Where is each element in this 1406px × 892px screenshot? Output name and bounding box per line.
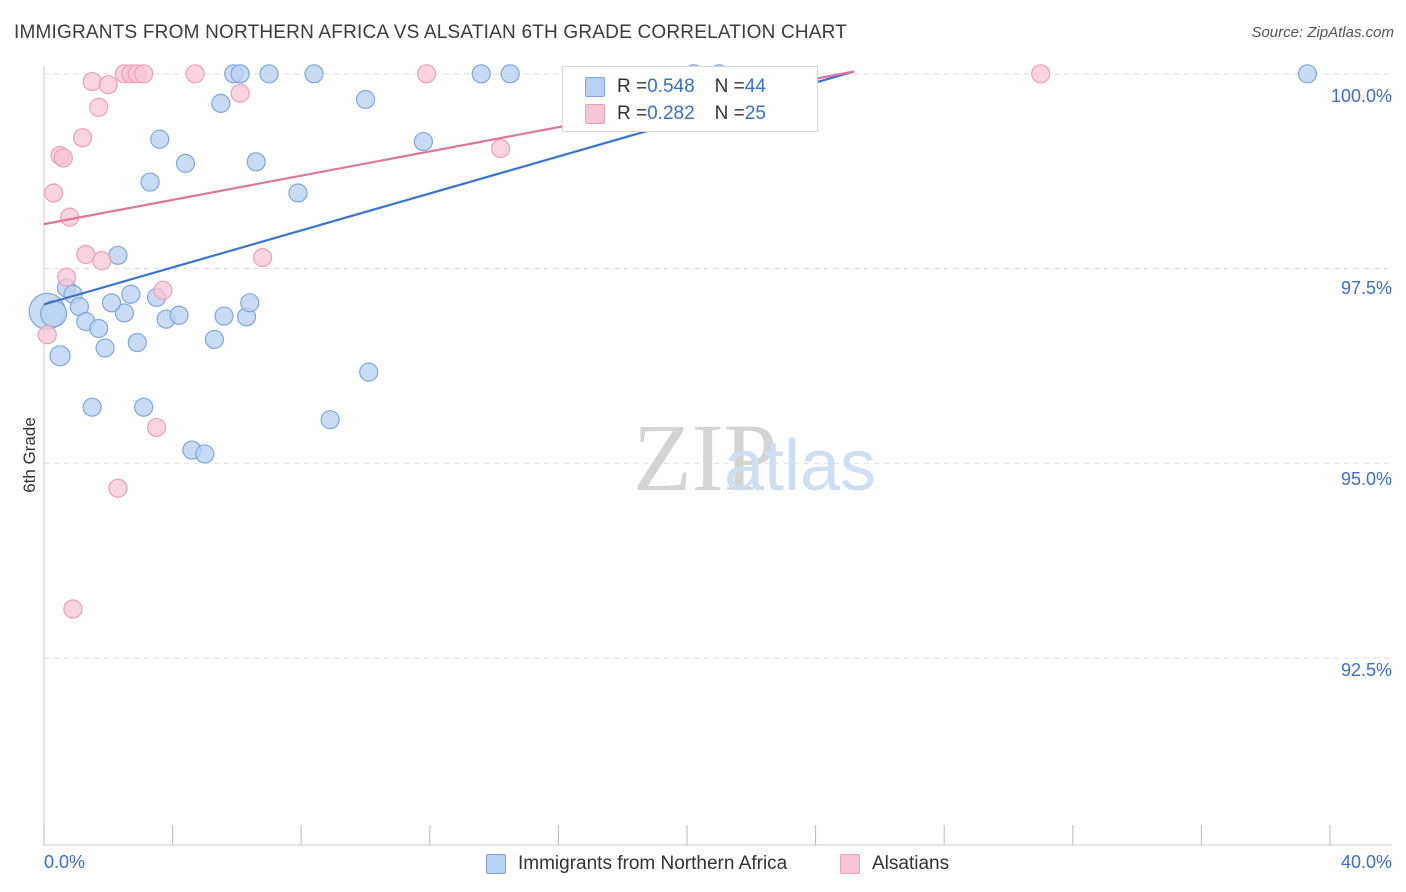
- bottom-legend-series1: Immigrants from Northern Africa: [486, 852, 787, 876]
- bottom-legend-label: Alsatians: [872, 853, 950, 874]
- bottom-legend-swatch-blue: [486, 854, 506, 874]
- point-northern-africa: [471, 64, 491, 84]
- point-northern-africa: [101, 293, 122, 313]
- point-northern-africa: [114, 303, 134, 323]
- point-alsatians: [253, 248, 273, 268]
- x-tick-label-min: 0.0%: [44, 852, 86, 872]
- point-alsatians: [153, 280, 173, 300]
- watermark-zip: ZIP: [633, 404, 777, 511]
- bottom-legend-series2: Alsatians: [840, 852, 949, 876]
- point-alsatians: [230, 83, 250, 103]
- point-alsatians: [92, 251, 112, 271]
- point-northern-africa: [355, 89, 376, 110]
- point-northern-africa: [169, 305, 189, 325]
- point-alsatians: [416, 64, 437, 84]
- y-tick-label-100: 100.0%: [1330, 86, 1392, 106]
- point-alsatians: [82, 71, 102, 92]
- point-alsatians: [146, 417, 167, 438]
- point-northern-africa: [89, 318, 109, 339]
- point-northern-africa: [49, 345, 71, 367]
- point-alsatians: [37, 325, 57, 345]
- legend-n-label: N =: [714, 76, 745, 97]
- point-alsatians: [89, 97, 109, 117]
- point-northern-africa: [230, 64, 250, 84]
- legend-r-value: 0.282: [647, 103, 695, 124]
- point-northern-africa: [195, 444, 215, 464]
- point-alsatians: [185, 64, 205, 84]
- point-northern-africa: [140, 172, 160, 192]
- legend-r-label: R =: [617, 76, 648, 97]
- y-tick-label-92-5: 92.5%: [1340, 660, 1392, 680]
- legend-n-value: 44: [744, 76, 766, 97]
- point-alsatians: [72, 128, 93, 148]
- point-northern-africa: [175, 153, 196, 173]
- bottom-legend-label: Immigrants from Northern Africa: [518, 853, 788, 874]
- y-tick-label-97-5: 97.5%: [1340, 278, 1392, 298]
- point-northern-africa: [304, 64, 324, 84]
- point-northern-africa: [500, 64, 520, 84]
- x-tick-label-max: 40.0%: [1340, 852, 1392, 872]
- point-northern-africa: [359, 362, 379, 382]
- chart-title: IMMIGRANTS FROM NORTHERN AFRICA VS ALSAT…: [14, 22, 848, 43]
- legend-swatch-pink: [585, 104, 605, 124]
- legend-r-label: R =: [617, 103, 648, 124]
- point-alsatians: [134, 64, 154, 84]
- source-label: Source: ZipAtlas.com: [1251, 24, 1394, 41]
- point-northern-africa: [108, 245, 128, 265]
- point-northern-africa: [246, 152, 266, 172]
- point-northern-africa: [413, 131, 433, 152]
- legend-row-series2: R = 0.282 N = 25: [585, 101, 766, 127]
- point-northern-africa: [214, 306, 234, 326]
- point-northern-africa: [204, 329, 224, 350]
- point-alsatians: [56, 267, 77, 287]
- gridlines: [44, 73, 1392, 659]
- point-alsatians: [1031, 64, 1051, 84]
- point-northern-africa: [211, 93, 231, 113]
- point-alsatians: [490, 138, 511, 159]
- point-northern-africa: [1297, 64, 1318, 84]
- legend-r-value: 0.548: [647, 76, 695, 97]
- point-alsatians: [98, 75, 118, 95]
- data-points: [28, 64, 1318, 619]
- point-northern-africa: [259, 64, 279, 84]
- point-alsatians: [76, 244, 96, 265]
- point-northern-africa: [320, 410, 340, 430]
- point-northern-africa: [95, 338, 115, 358]
- point-alsatians: [63, 599, 83, 619]
- legend-n-value: 25: [744, 103, 766, 124]
- point-northern-africa: [134, 397, 154, 417]
- point-northern-africa: [127, 332, 147, 353]
- y-axis-label: 6th Grade: [20, 417, 39, 493]
- watermark-atlas: atlas: [724, 426, 876, 506]
- point-northern-africa: [150, 129, 170, 149]
- point-alsatians: [108, 478, 128, 498]
- legend-swatch-blue: [585, 77, 605, 97]
- legend-n-label: N =: [714, 103, 745, 124]
- point-northern-africa: [82, 397, 102, 417]
- point-northern-africa: [121, 284, 141, 304]
- bottom-legend-swatch-pink: [840, 854, 860, 874]
- axes: [43, 66, 1392, 846]
- legend-row-series1: R = 0.548 N = 44: [585, 74, 766, 100]
- point-northern-africa: [240, 293, 260, 313]
- stats-legend: R = 0.548 N = 44 R = 0.282 N = 25: [562, 66, 818, 132]
- point-alsatians: [53, 148, 73, 168]
- y-tick-label-95: 95.0%: [1340, 469, 1392, 489]
- point-northern-africa: [288, 183, 308, 203]
- point-alsatians: [44, 183, 64, 203]
